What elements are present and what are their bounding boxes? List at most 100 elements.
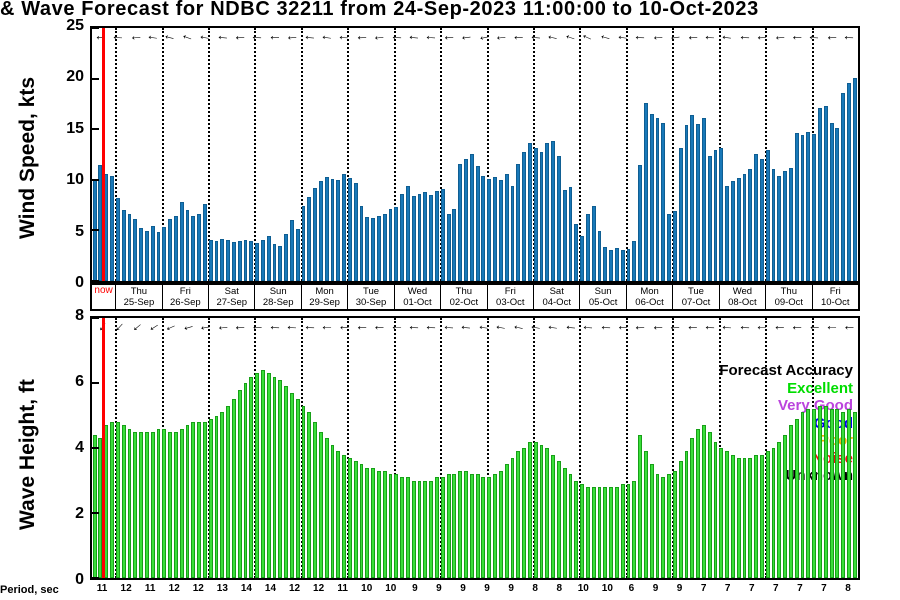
wind-speed-bar bbox=[789, 167, 793, 281]
wind-speed-bar bbox=[678, 148, 683, 281]
wave-height-bar bbox=[823, 405, 828, 578]
wave-height-bar bbox=[400, 477, 405, 578]
wave-height-bar bbox=[98, 438, 103, 578]
y-tick-label: 0 bbox=[75, 571, 84, 588]
day-gridline bbox=[486, 318, 489, 578]
wave-height-bar bbox=[667, 474, 672, 578]
wind-speed-bar bbox=[626, 248, 631, 281]
wave-height-bar bbox=[504, 464, 509, 578]
wave-height-bar bbox=[614, 487, 619, 578]
day-cell: Mon 06-Oct bbox=[625, 285, 672, 309]
wind-speed-bar bbox=[690, 115, 695, 281]
wave-height-bar bbox=[92, 435, 97, 578]
wind-speed-bar bbox=[812, 134, 817, 281]
period-value: 9 bbox=[652, 583, 659, 594]
wind-speed-bar bbox=[313, 187, 318, 281]
wind-speed-bar bbox=[440, 188, 445, 281]
wind-direction-arrow: ← bbox=[389, 26, 404, 44]
period-value: 12 bbox=[120, 583, 132, 594]
day-of-week: Thu bbox=[780, 286, 797, 297]
wind-speed-bar bbox=[539, 152, 544, 281]
wave-direction-arrow: ← bbox=[510, 315, 528, 335]
now-label: now bbox=[94, 285, 113, 296]
wave-height-bar bbox=[789, 425, 793, 578]
wind-speed-bar bbox=[243, 239, 248, 281]
wind-direction-arrow: ← bbox=[790, 27, 805, 43]
wind-direction-arrow: ← bbox=[771, 26, 788, 44]
day-gridline bbox=[300, 28, 303, 281]
wave-direction-arrow: ← bbox=[527, 315, 545, 335]
wind-speed-bar bbox=[185, 210, 190, 281]
wind-speed-bar bbox=[719, 148, 724, 281]
wave-height-bar bbox=[272, 376, 277, 578]
day-date: 06-Oct bbox=[635, 297, 664, 308]
day-cell: Mon 29-Sep bbox=[300, 285, 347, 309]
wind-speed-bar bbox=[597, 231, 602, 281]
day-gridline bbox=[254, 28, 257, 281]
day-gridline bbox=[208, 28, 211, 281]
period-value: 9 bbox=[436, 583, 442, 594]
day-cell: Thu 09-Oct bbox=[765, 285, 811, 309]
wind-speed-bar bbox=[98, 164, 103, 281]
day-date: 09-Oct bbox=[774, 297, 804, 308]
wave-height-bar bbox=[632, 480, 637, 578]
y-tick-mark bbox=[92, 229, 99, 232]
wind-speed-bar bbox=[150, 226, 155, 281]
day-date: 08-Oct bbox=[728, 297, 757, 308]
wind-direction-arrow: ← bbox=[596, 25, 615, 45]
wave-height-bar bbox=[284, 386, 289, 578]
wave-height-bar bbox=[458, 470, 463, 578]
day-cell: Sat 04-Oct bbox=[533, 285, 579, 309]
wave-height-bar bbox=[336, 451, 341, 578]
y-tick-mark bbox=[92, 178, 99, 181]
day-date: 04-Oct bbox=[542, 297, 571, 308]
wave-height-bar bbox=[527, 441, 532, 578]
day-cell: Thu 02-Oct bbox=[440, 285, 486, 309]
wave-height-bar bbox=[835, 409, 840, 578]
period-value: 11 bbox=[144, 583, 156, 594]
day-cell: Fri 03-Oct bbox=[486, 285, 533, 309]
wave-height-bar bbox=[852, 412, 857, 578]
wind-speed-bar bbox=[359, 206, 364, 281]
y-tick-mark bbox=[92, 317, 99, 319]
wave-height-bar bbox=[260, 370, 265, 578]
wave-height-bar bbox=[684, 451, 689, 578]
period-value: 7 bbox=[748, 583, 755, 594]
wave-height-bar bbox=[452, 474, 457, 578]
period-value: 12 bbox=[168, 583, 180, 594]
y-tick-mark bbox=[92, 27, 99, 29]
wind-direction-arrow: ← bbox=[719, 26, 736, 44]
wind-speed-bar bbox=[777, 175, 782, 281]
period-value: 14 bbox=[240, 583, 252, 594]
y-tick-mark bbox=[92, 512, 99, 514]
wave-height-bar bbox=[510, 457, 515, 578]
wind-speed-bar bbox=[162, 227, 167, 281]
day-cell: Tue 07-Oct bbox=[672, 285, 718, 309]
wind-direction-arrow: ← bbox=[842, 26, 857, 44]
wave-height-bar bbox=[661, 477, 666, 578]
wave-height-bar bbox=[551, 454, 555, 578]
wave-direction-arrow: ← bbox=[319, 316, 335, 334]
wind-speed-panel: ← ← ← ← ← ← ← ← ← ← ← ← ← ← ← ← ← ← ← ← ← ← ← ← ← ← ← ← ← ← ← ← ← ← ← ← ← ← ← ←… bbox=[90, 25, 860, 283]
y-tick-label: 5 bbox=[75, 222, 84, 240]
wave-height-bar bbox=[330, 444, 335, 578]
day-of-week: Sun bbox=[269, 286, 287, 297]
wave-direction-arrow: ← bbox=[178, 315, 197, 335]
day-gridline bbox=[579, 318, 582, 578]
wind-direction-arrow: ← bbox=[458, 26, 475, 44]
wave-height-bar bbox=[214, 415, 219, 578]
wave-height-bar bbox=[423, 480, 428, 578]
wave-height-bar bbox=[736, 457, 741, 578]
wind-speed-bar bbox=[266, 236, 271, 281]
wave-height-bar bbox=[702, 425, 706, 578]
wave-height-bar bbox=[313, 422, 318, 578]
day-cell: Fri 10-Oct bbox=[811, 285, 858, 309]
wave-direction-arrow: ← bbox=[250, 317, 265, 333]
day-of-week: Thu bbox=[455, 286, 473, 297]
day-gridline bbox=[765, 318, 768, 578]
wind-speed-bar bbox=[649, 114, 654, 281]
day-gridline bbox=[579, 28, 582, 281]
wind-speed-bar bbox=[324, 176, 329, 281]
wind-direction-arrow: ← bbox=[633, 26, 648, 44]
